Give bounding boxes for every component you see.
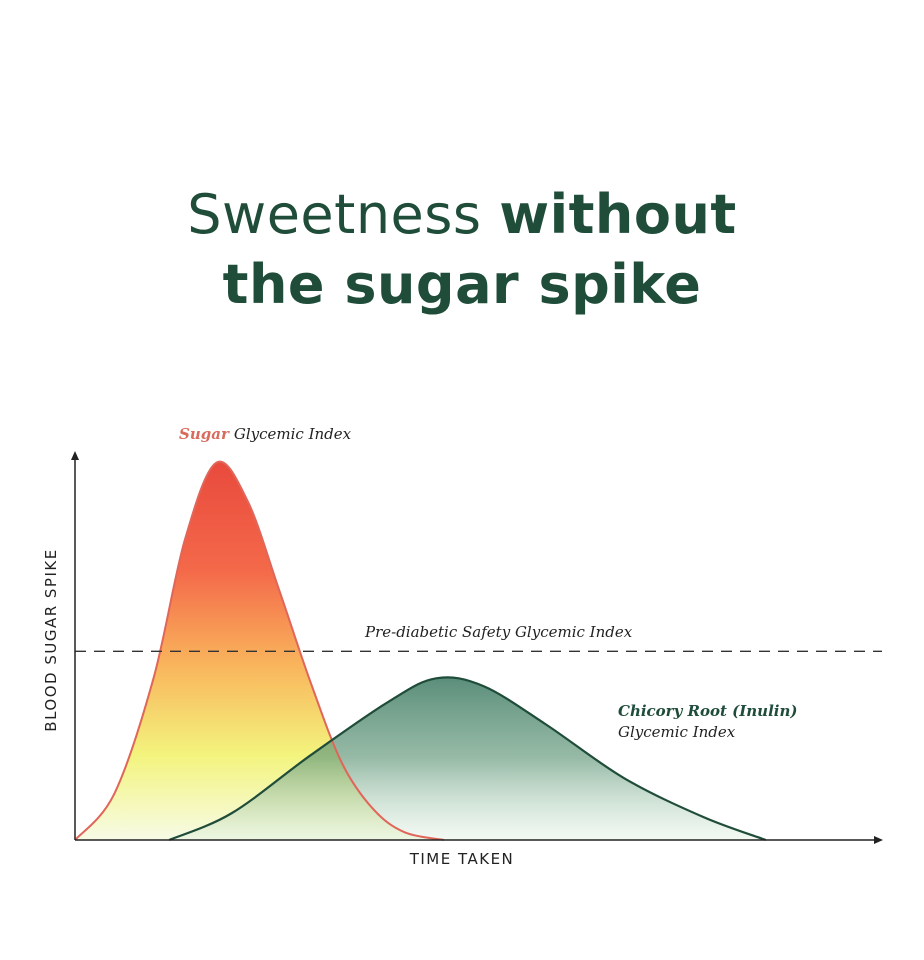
chicory-curve: [168, 676, 767, 842]
sugar-series-name: Sugar: [179, 425, 230, 443]
sugar-curve: [74, 460, 445, 841]
title-light-text: Sweetness: [187, 183, 500, 246]
chicory-series-name: Chicory Root (Inulin): [618, 702, 797, 720]
chart-title: Sweetness without the sugar spike: [0, 180, 924, 320]
threshold-label: Pre-diabetic Safety Glycemic Index: [364, 623, 633, 641]
y-axis-arrow-icon: [71, 451, 79, 460]
title-bold-text: without: [499, 183, 737, 246]
y-axis-label: BLOOD SUGAR SPIKE: [42, 548, 60, 731]
sugar-area: [75, 461, 444, 840]
chicory-label-suffix: Glycemic Index: [618, 723, 736, 741]
title-line-1: Sweetness without: [0, 180, 924, 250]
x-axis-label: TIME TAKEN: [409, 850, 515, 868]
title-line-2: the sugar spike: [222, 253, 702, 316]
chicory-area: [169, 677, 766, 840]
sugar-label: Sugar Glycemic Index: [179, 425, 352, 443]
sugar-label-suffix: Glycemic Index: [234, 425, 352, 443]
x-axis-arrow-icon: [874, 836, 883, 844]
